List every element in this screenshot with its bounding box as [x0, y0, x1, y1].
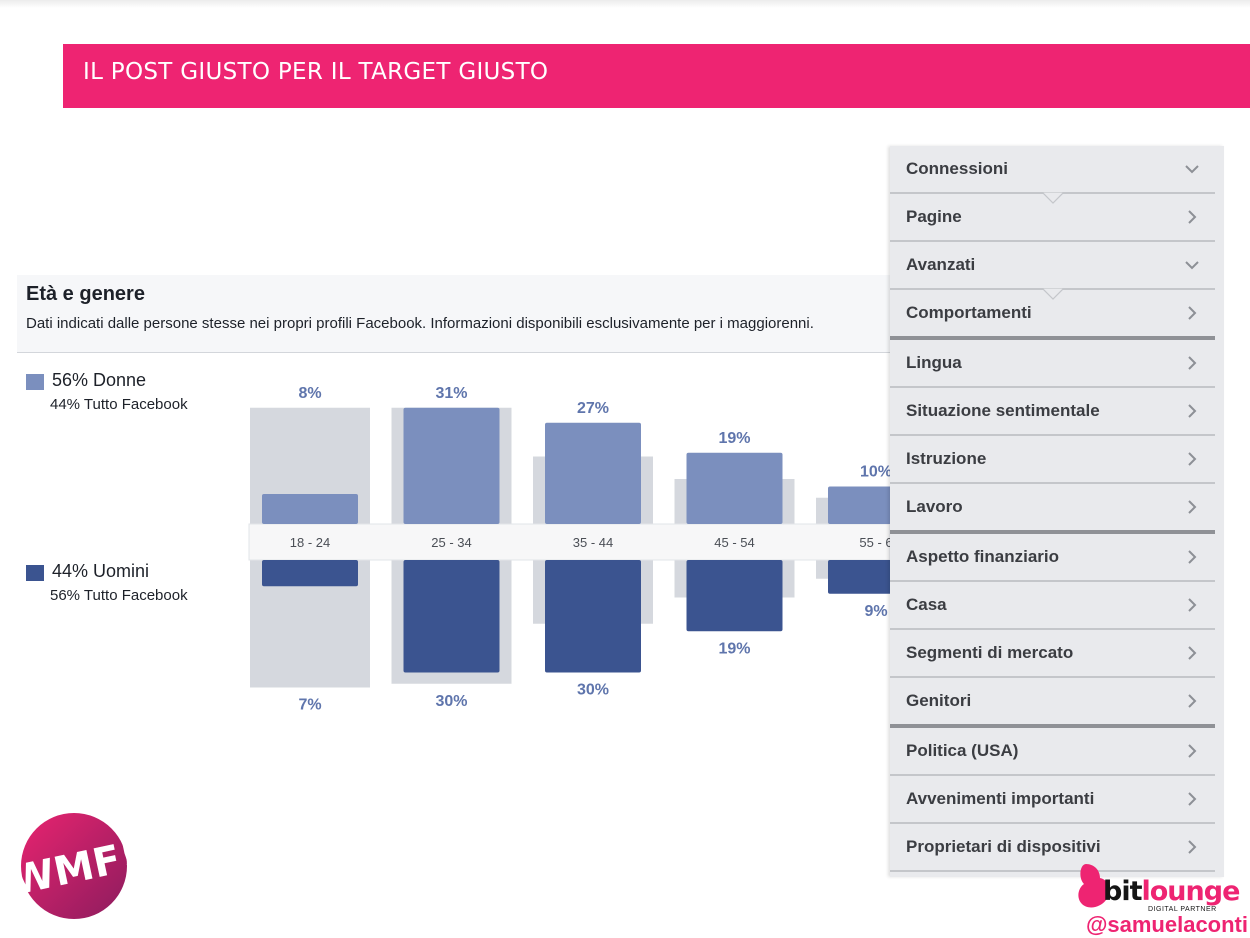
chevron-right-icon[interactable]: [1183, 402, 1201, 420]
sidebar-item-proprietari-di-dispositivi[interactable]: Proprietari di dispositivi: [890, 824, 1215, 872]
sidebar-item-genitori[interactable]: Genitori: [890, 678, 1215, 728]
data-label-men: 19%: [718, 640, 750, 657]
data-label-women: 27%: [577, 400, 609, 417]
sidebar-item-aspetto-finanziario[interactable]: Aspetto finanziario: [890, 534, 1215, 582]
chevron-right-icon[interactable]: [1183, 208, 1201, 226]
sidebar-item-label: Aspetto finanziario: [906, 547, 1060, 566]
data-label-men: 7%: [298, 697, 321, 714]
age-category-label: 25 - 34: [431, 535, 471, 550]
slide-title: IL POST GIUSTO PER IL TARGET GIUSTO: [83, 59, 549, 85]
sidebar-item-istruzione[interactable]: Istruzione: [890, 436, 1215, 484]
expanded-notch-icon: [1042, 192, 1064, 204]
panel-header: Età e genere Dati indicati dalle persone…: [17, 275, 897, 353]
sidebar-item-label: Proprietari di dispositivi: [906, 837, 1101, 856]
title-banner: IL POST GIUSTO PER IL TARGET GIUSTO: [63, 44, 1250, 108]
bitlounge-wordmark: bitlounge: [1103, 876, 1240, 907]
legend-women-sub: 44% Tutto Facebook: [50, 396, 188, 413]
sidebar-item-label: Lavoro: [906, 497, 963, 516]
bar-men: [828, 560, 890, 594]
sidebar-item-label: Avvenimenti importanti: [906, 789, 1095, 808]
bar-men: [686, 560, 783, 632]
legend-men-label: 44% Uomini: [52, 561, 150, 581]
bitlounge-tagline: DIGITAL PARTNER: [1148, 906, 1217, 913]
sidebar-item-avvenimenti-importanti[interactable]: Avvenimenti importanti: [890, 776, 1215, 824]
sidebar-item-casa[interactable]: Casa: [890, 582, 1215, 630]
bar-men: [545, 560, 641, 673]
chevron-right-icon[interactable]: [1183, 644, 1201, 662]
sidebar-item-politica-usa[interactable]: Politica (USA): [890, 728, 1215, 776]
sidebar-item-label: Politica (USA): [906, 741, 1019, 760]
bar-women: [828, 486, 890, 524]
legend-swatch-women: [26, 374, 44, 390]
panel-subtitle: Dati indicati dalle persone stesse nei p…: [26, 315, 814, 332]
chevron-right-icon[interactable]: [1183, 838, 1201, 856]
data-label-men: 30%: [577, 682, 609, 699]
targeting-sidebar: Connessioni Pagine Avanzati Comportamenti Li…: [890, 146, 1224, 877]
sidebar-item-segmenti-di-mercato[interactable]: Segmenti di mercato: [890, 630, 1215, 678]
legend-swatch-men: [26, 565, 44, 581]
sidebar-item-label: Genitori: [906, 691, 972, 710]
bar-women: [686, 452, 783, 524]
bar-women: [545, 422, 641, 524]
chevron-right-icon[interactable]: [1183, 354, 1201, 372]
age-category-label: 35 - 44: [573, 535, 613, 550]
top-shadow: [0, 0, 1250, 8]
author-handle: @samuelaconti: [1085, 912, 1248, 937]
sidebar-item-lingua[interactable]: Lingua: [890, 340, 1215, 388]
chevron-right-icon[interactable]: [1183, 304, 1201, 322]
sidebar-item-label: Casa: [906, 595, 947, 614]
chevron-right-icon[interactable]: [1183, 596, 1201, 614]
expanded-notch-icon: [1042, 288, 1064, 300]
panel-title: Età e genere: [26, 283, 145, 305]
bar-men: [403, 560, 500, 673]
age-gender-panel: Età e genere Dati indicati dalle persone…: [17, 275, 897, 735]
sidebar-item-connessioni[interactable]: Connessioni: [890, 146, 1215, 204]
chevron-right-icon[interactable]: [1183, 450, 1201, 468]
chevron-down-icon[interactable]: [1183, 160, 1201, 178]
data-label-women: 19%: [718, 430, 750, 447]
bitlounge-mark-icon: [1078, 864, 1110, 908]
sidebar-item-label: Lingua: [906, 353, 962, 372]
chevron-right-icon[interactable]: [1183, 742, 1201, 760]
sidebar-item-label: Pagine: [906, 207, 962, 226]
legend-women-label: 56% Donne: [52, 370, 147, 390]
data-label-women: 10%: [860, 464, 890, 481]
sidebar-item-label: Connessioni: [906, 159, 1009, 178]
sidebar-item-avanzati[interactable]: Avanzati: [890, 242, 1215, 300]
data-label-women: 31%: [435, 385, 467, 402]
bitlounge-logo: bitlounge DIGITAL PARTNER: [1076, 860, 1250, 936]
sidebar-item-lavoro[interactable]: Lavoro: [890, 484, 1215, 534]
chevron-right-icon[interactable]: [1183, 498, 1201, 516]
chevron-right-icon[interactable]: [1183, 790, 1201, 808]
bar-women: [403, 407, 500, 524]
bar-women: [262, 494, 358, 524]
age-band: [248, 523, 890, 561]
chevron-right-icon[interactable]: [1183, 548, 1201, 566]
wmf-logo: WMF!: [20, 813, 128, 919]
data-label-men: 9%: [864, 603, 887, 620]
data-label-men: 30%: [435, 693, 467, 710]
age-category-label: 55 - 6: [859, 535, 890, 550]
bar-men: [262, 560, 358, 587]
age-category-label: 18 - 24: [290, 535, 330, 550]
sidebar-item-label: Istruzione: [906, 449, 987, 468]
sidebar-item-label: Segmenti di mercato: [906, 643, 1074, 662]
sidebar-item-label: Avanzati: [906, 255, 976, 274]
sidebar-item-label: Comportamenti: [906, 303, 1032, 322]
chevron-right-icon[interactable]: [1183, 692, 1201, 710]
legend-men-sub: 56% Tutto Facebook: [50, 587, 188, 604]
data-label-women: 8%: [298, 385, 321, 402]
chevron-down-icon[interactable]: [1183, 256, 1201, 274]
sidebar-item-situazione-sentimentale[interactable]: Situazione sentimentale: [890, 388, 1215, 436]
sidebar-item-label: Situazione sentimentale: [906, 401, 1100, 420]
age-gender-chart: 18 - 24 8% 7% 25 - 34 31% 30% 35 - 44 27% 30% 45 …: [248, 385, 890, 714]
age-category-label: 45 - 54: [714, 535, 754, 550]
